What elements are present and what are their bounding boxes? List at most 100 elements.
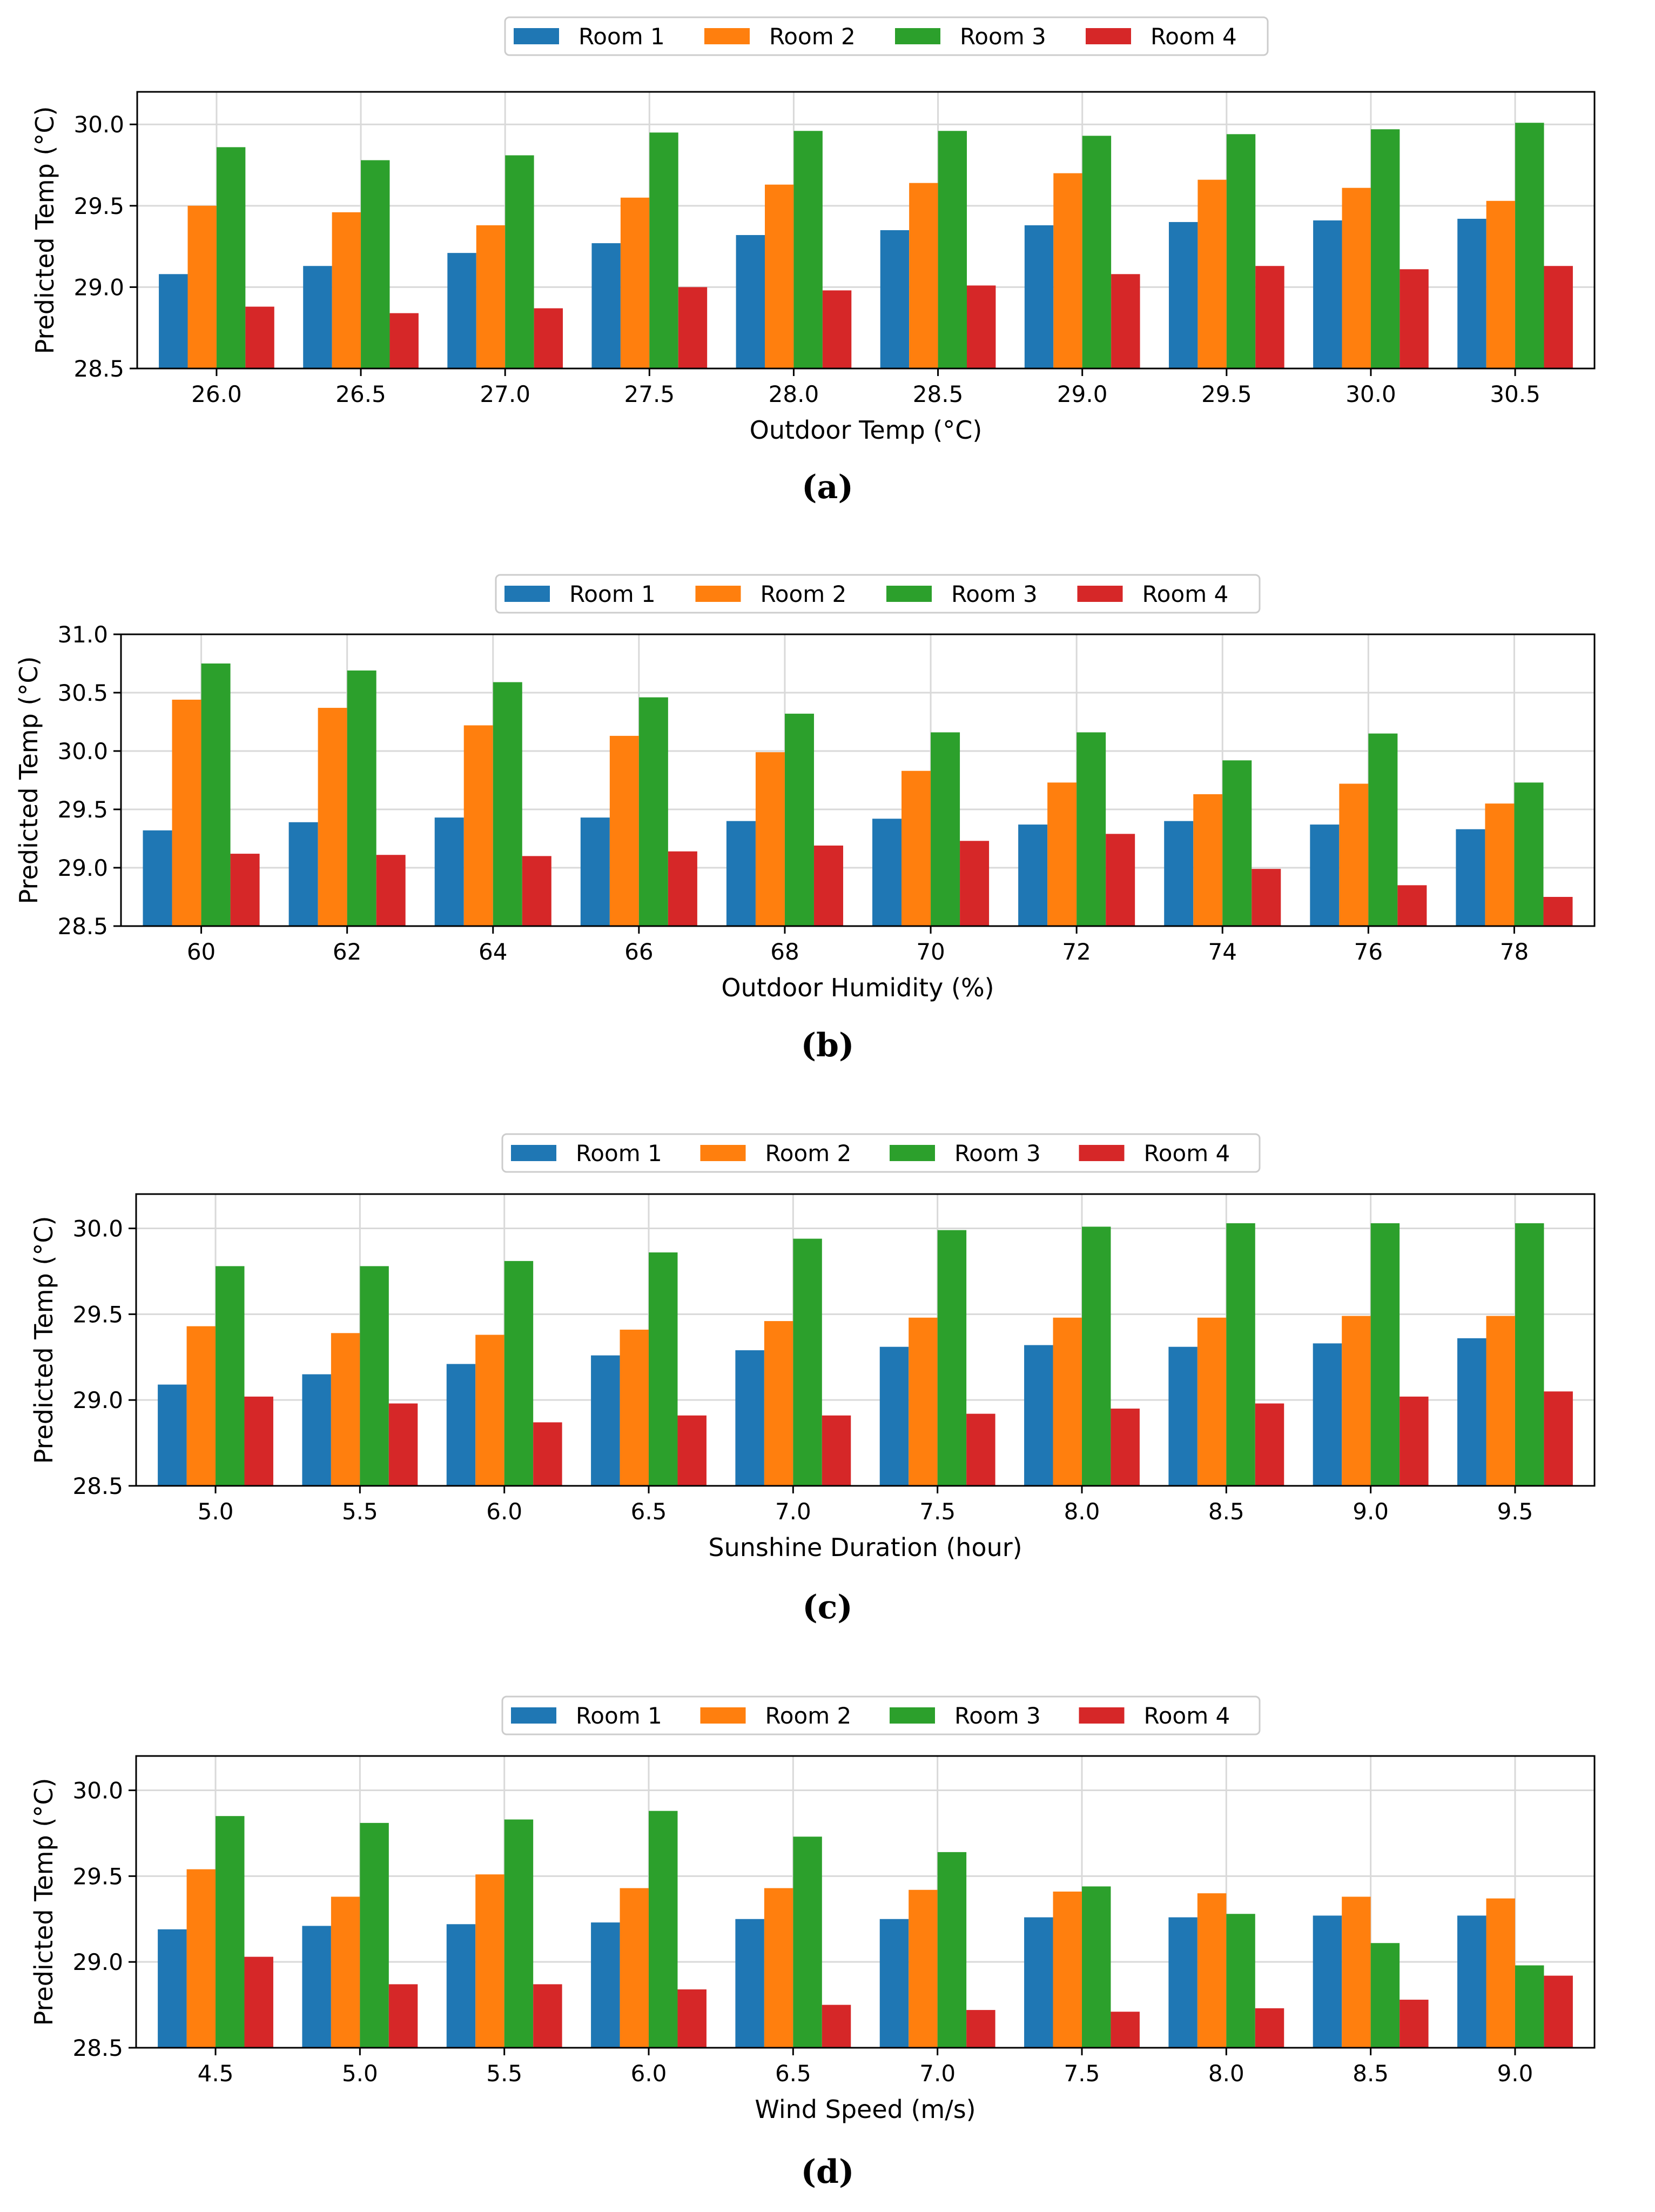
bar-room-2: [1339, 783, 1369, 926]
y-axis-label: Predicted Temp (°C): [29, 1778, 58, 2026]
bar-room-3: [1226, 134, 1256, 368]
bar-room-4: [677, 1989, 707, 2048]
x-tick-label: 8.0: [1208, 2060, 1244, 2087]
bar-room-3: [784, 713, 814, 926]
bar-room-1: [735, 1350, 764, 1486]
bar-room-2: [332, 212, 361, 368]
bar-room-1: [879, 1919, 909, 2048]
bar-room-3: [793, 1238, 822, 1486]
bar-room-2: [609, 735, 639, 926]
bar-room-3: [1081, 1886, 1111, 2048]
bar-room-4: [1255, 266, 1284, 368]
bar-room-3: [1515, 1223, 1544, 1486]
bar-room-1: [1456, 829, 1485, 926]
legend-swatch-room-2: [695, 586, 741, 602]
bar-room-2: [1342, 187, 1371, 368]
bar-room-4: [677, 1415, 707, 1486]
legend-swatch-room-1: [504, 586, 550, 602]
x-tick-label: 70: [916, 939, 945, 965]
legend-label-room-3: Room 3: [954, 1702, 1041, 1729]
plot-frame: [136, 91, 1596, 370]
bar-room-2: [620, 1888, 649, 2048]
bar-room-3: [793, 131, 823, 368]
bar-room-3: [638, 697, 668, 926]
bar-room-4: [1544, 1391, 1573, 1486]
bar-room-4: [1255, 1403, 1284, 1486]
x-tick-label: 78: [1500, 939, 1529, 965]
bar-room-2: [1197, 1317, 1227, 1486]
legend-swatch-room-2: [700, 1707, 746, 1724]
y-tick-label: 30.5: [57, 680, 108, 706]
bar-room-1: [158, 1929, 187, 2048]
y-tick-label: 29.5: [73, 193, 124, 219]
legend-swatch-room-4: [1077, 586, 1123, 602]
bar-room-1: [1457, 1915, 1486, 2048]
bar-room-2: [187, 205, 217, 368]
legend-box: [501, 1133, 1261, 1173]
bar-room-3: [793, 1836, 822, 2048]
bar-room-4: [960, 841, 990, 926]
bar-room-1: [872, 819, 902, 926]
x-tick-label: 26.5: [335, 381, 386, 407]
bar-room-3: [1082, 136, 1112, 369]
bar-room-1: [302, 1374, 331, 1486]
bar-room-4: [522, 856, 551, 926]
y-tick-label: 29.0: [73, 274, 124, 300]
x-tick-label: 5.5: [486, 2060, 522, 2087]
bar-room-2: [331, 1333, 360, 1486]
bar-room-2: [1197, 1893, 1227, 2048]
bar-room-4: [534, 308, 563, 368]
bar-room-3: [1081, 1226, 1111, 1486]
legend-label-room-4: Room 4: [1151, 23, 1237, 50]
legend-swatch-room-4: [1079, 1707, 1125, 1724]
bar-room-4: [822, 2005, 851, 2048]
bar-room-4: [1400, 1396, 1429, 1486]
bar-room-2: [318, 708, 347, 926]
bar-room-1: [143, 830, 172, 926]
x-axis-label: Outdoor Humidity (%): [721, 973, 994, 1002]
bar-room-3: [1514, 782, 1544, 926]
plot-frame: [120, 633, 1596, 927]
x-tick-label: 60: [187, 939, 216, 965]
legend-label-room-3: Room 3: [960, 23, 1046, 50]
bar-room-2: [1342, 1316, 1371, 1486]
bar-room-4: [1400, 269, 1429, 368]
x-tick-label: 6.0: [486, 1498, 522, 1525]
panel-label: (a): [802, 468, 853, 506]
legend-label-room-4: Room 4: [1144, 1140, 1230, 1167]
y-tick-label: 29.0: [57, 855, 108, 881]
y-tick-label: 28.5: [72, 2035, 123, 2061]
x-axis-label: Sunshine Duration (hour): [708, 1533, 1022, 1562]
bar-room-1: [446, 1364, 476, 1486]
bar-room-4: [1111, 1409, 1140, 1486]
bar-room-1: [1168, 1346, 1197, 1486]
plot-frame: [135, 1193, 1596, 1487]
bar-room-3: [201, 663, 231, 926]
x-tick-label: 27.0: [480, 381, 530, 407]
bar-room-4: [244, 1396, 273, 1486]
legend-swatch-room-3: [890, 1145, 935, 1161]
x-tick-label: 30.0: [1345, 381, 1396, 407]
x-tick-label: 9.5: [1497, 1498, 1533, 1525]
y-tick-label: 31.0: [57, 621, 108, 648]
legend-label-room-3: Room 3: [954, 1140, 1041, 1167]
x-tick-label: 68: [770, 939, 799, 965]
bar-room-3: [937, 1230, 967, 1486]
legend-box: [501, 1695, 1261, 1735]
bar-room-1: [1024, 1917, 1053, 2048]
bar-room-2: [765, 184, 794, 368]
legend-label-room-1: Room 1: [576, 1140, 662, 1167]
y-tick-label: 30.0: [73, 111, 124, 138]
bar-room-1: [159, 274, 188, 368]
bar-room-4: [1111, 274, 1140, 368]
bar-room-4: [245, 306, 274, 368]
bar-room-1: [302, 1926, 331, 2048]
bar-room-2: [172, 699, 201, 926]
legend-label-room-2: Room 2: [765, 1140, 852, 1167]
bar-room-3: [360, 1266, 389, 1486]
bar-room-1: [447, 253, 476, 368]
bar-room-4: [966, 2010, 995, 2048]
x-tick-label: 5.5: [342, 1498, 378, 1525]
bar-room-1: [735, 1919, 764, 2048]
y-tick-label: 28.5: [72, 1473, 123, 1499]
